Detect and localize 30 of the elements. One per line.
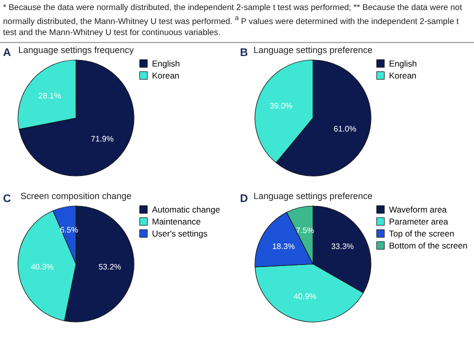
data-label: 33.3% bbox=[331, 242, 354, 251]
data-label: 40.3% bbox=[30, 262, 54, 272]
text: * Because the data were normally distributed, the independent 2-sample t test was performed; ** Because the data were not normally distributed, the Mann-Whitney U test was performed. $^{a}$ P values were determined with the independent 2-sample t test and the Mann-Whitney U test for continuous variables. bbox=[3, 2, 462, 37]
chart-title: Screen composition change bbox=[20, 190, 132, 201]
legend-label: Parameter area bbox=[389, 216, 448, 226]
legend-label: Korean bbox=[389, 70, 417, 80]
text: D bbox=[240, 192, 248, 205]
legend-label: English bbox=[152, 58, 180, 68]
legend-label: English bbox=[389, 58, 418, 68]
data-label: 53.2% bbox=[98, 262, 122, 272]
data-label: 28.1% bbox=[38, 91, 62, 100]
text: A bbox=[3, 46, 11, 59]
legend-label: Automatic change bbox=[152, 204, 220, 214]
data-label: 18.3% bbox=[272, 242, 295, 251]
chart-title: Language settings frequency bbox=[18, 44, 134, 55]
legend-label: Maintenance bbox=[152, 216, 201, 226]
text: B bbox=[240, 46, 248, 59]
legend-label: Waveform area bbox=[389, 204, 448, 214]
chart-title: Language settings preference bbox=[253, 190, 373, 201]
legend-label: User's settings bbox=[152, 228, 208, 238]
data-label: 40.9% bbox=[294, 292, 316, 301]
legend-label: Bottom of the screen bbox=[389, 240, 468, 250]
text: C bbox=[3, 192, 11, 205]
legend-label: Korean bbox=[152, 70, 180, 80]
chart-title: Language settings preference bbox=[253, 44, 373, 55]
data-label: 39.0% bbox=[270, 101, 292, 110]
legend-label: Top of the screen bbox=[389, 228, 454, 238]
data-label: 71.9% bbox=[90, 134, 114, 144]
data-label: 61.0% bbox=[334, 124, 356, 134]
pie-slice bbox=[18, 59, 134, 176]
